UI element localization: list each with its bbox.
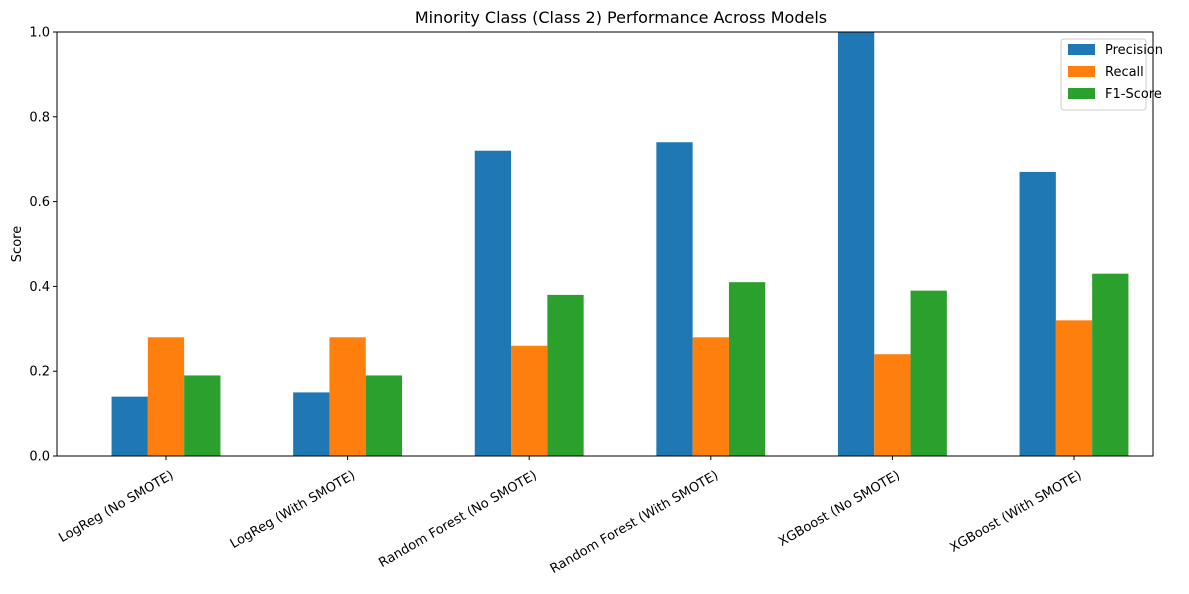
bar (656, 142, 693, 457)
series-recall (147, 320, 1093, 456)
y-tick-label: 1.0 (29, 26, 50, 41)
bar (1055, 320, 1093, 456)
bar (874, 354, 911, 456)
series-f1-score (184, 273, 1129, 456)
y-tick-label: 0.8 (29, 110, 50, 125)
legend-swatch (1068, 88, 1095, 99)
y-axis-label: Score (10, 226, 25, 262)
y-tick-label: 0.2 (29, 365, 50, 380)
x-axis: LogReg (No SMOTE) LogReg (With SMOTE) Rand… (56, 456, 1084, 577)
x-tick-label: XGBoost (With SMOTE) (947, 468, 1084, 556)
x-tick-label: Random Forest (No SMOTE) (376, 468, 539, 571)
bar (329, 337, 366, 456)
bar (910, 290, 947, 456)
legend-swatch (1068, 66, 1095, 77)
y-tick-label: 0.6 (29, 195, 50, 210)
x-tick-label: LogReg (No SMOTE) (56, 468, 176, 546)
y-axis: 0.0 0.2 0.4 0.6 0.8 1.0 (29, 26, 57, 465)
bar (692, 337, 729, 456)
bar (1092, 273, 1129, 456)
legend-label: F1-Score (1105, 87, 1162, 102)
y-tick-label: 0.4 (29, 280, 50, 295)
bar (184, 375, 221, 456)
bars-layer (111, 32, 1129, 457)
bar (1019, 171, 1056, 457)
bar (837, 32, 875, 456)
bar (111, 396, 148, 456)
legend-swatch (1068, 44, 1095, 55)
chart-title: Minority Class (Class 2) Performance Acr… (415, 8, 827, 27)
legend-label: Recall (1105, 65, 1144, 80)
legend-label: Precision (1105, 43, 1163, 58)
bar (474, 150, 512, 456)
bar (511, 345, 548, 456)
bar (547, 294, 584, 456)
plot-frame (56, 31, 1154, 457)
x-tick-label: XGBoost (No SMOTE) (776, 468, 903, 550)
bar (293, 392, 330, 456)
y-tick-label: 0.0 (29, 450, 50, 465)
x-tick-label: Random Forest (With SMOTE) (548, 468, 721, 577)
bar (147, 337, 185, 456)
bar (365, 375, 403, 456)
bar (728, 282, 766, 456)
legend: Precision Recall F1-Score (1060, 38, 1163, 111)
series-precision (111, 32, 1056, 457)
x-tick-label: LogReg (With SMOTE) (228, 468, 358, 552)
